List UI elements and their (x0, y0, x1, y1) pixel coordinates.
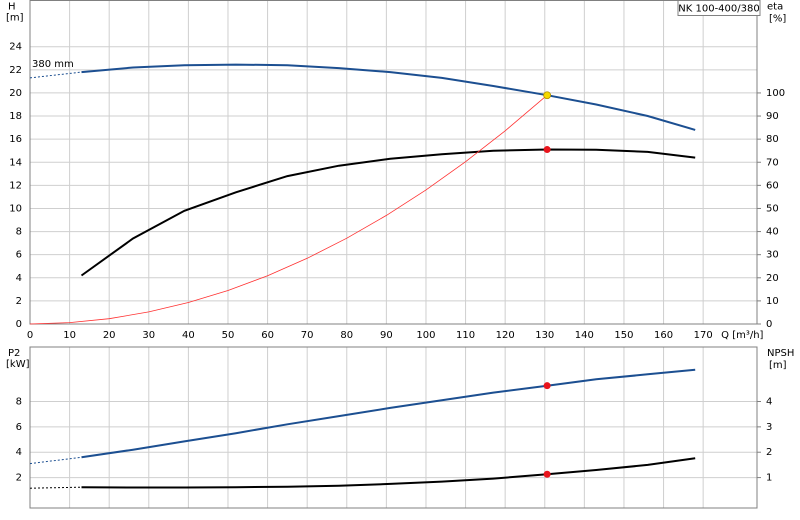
curve (81, 368, 696, 459)
x-tick-label: 170 (694, 330, 713, 341)
y2-tick-label: 50 (766, 203, 779, 214)
title-box (677, 0, 761, 16)
y-tick-label: 10 (9, 203, 22, 214)
x-tick-label: 10 (63, 330, 76, 341)
x-tick-label: 140 (575, 330, 594, 341)
curve (81, 63, 696, 131)
x-tick-label: 100 (416, 330, 435, 341)
plot-frame (29, 346, 758, 509)
y2-tick-label: 0 (766, 319, 772, 330)
x-tick-label: 40 (182, 330, 195, 341)
y2-tick-label: 2 (766, 447, 772, 458)
x-tick-label: 110 (456, 330, 475, 341)
y-tick-label: 24 (9, 42, 22, 53)
duty-point (543, 91, 552, 100)
y-tick-label: 14 (9, 157, 22, 168)
duty-point (543, 146, 551, 154)
plot-frame (29, 0, 758, 325)
x-tick-label: 120 (496, 330, 515, 341)
x-tick-label: 50 (222, 330, 235, 341)
y2-tick-label: 80 (766, 134, 779, 145)
y-tick-label: 8 (16, 397, 22, 408)
y2-tick-label: 10 (766, 296, 779, 307)
x-tick-label: 80 (340, 330, 353, 341)
y-tick-label: 2 (16, 296, 22, 307)
curve-extension (29, 486, 82, 489)
y2-tick-label: 3 (766, 422, 772, 433)
y-tick-label: 20 (9, 88, 22, 99)
curve (81, 457, 696, 489)
y2-tick-label: 20 (766, 273, 779, 284)
curve-label: 380 mm (32, 59, 74, 70)
x-tick-label: 0 (27, 330, 33, 341)
y2-tick-label: 1 (766, 473, 772, 484)
curve-extension (29, 456, 82, 465)
y-axis-label: H (8, 2, 16, 13)
y2-axis-label: NPSH (767, 348, 794, 359)
y2-axis-unit: [m] (769, 360, 787, 371)
x-axis-label: Q [m³/h] (721, 330, 763, 341)
curve-extension (29, 71, 82, 79)
x-tick-label: 150 (614, 330, 633, 341)
y-axis-unit: [m] (6, 13, 24, 24)
y2-tick-label: 60 (766, 180, 779, 191)
x-tick-label: 160 (654, 330, 673, 341)
y-tick-label: 12 (9, 180, 22, 191)
y2-axis-label: eta (767, 2, 783, 13)
x-tick-label: 90 (380, 330, 393, 341)
y-tick-label: 8 (16, 227, 22, 238)
x-tick-label: 60 (261, 330, 274, 341)
curve (29, 94, 548, 325)
duty-point (543, 470, 551, 478)
y-tick-label: 2 (16, 473, 22, 484)
duty-point (543, 382, 551, 390)
x-tick-label: 70 (301, 330, 314, 341)
y2-axis-unit: [%] (769, 14, 786, 25)
y2-tick-label: 30 (766, 250, 779, 261)
y-axis-unit: [kW] (6, 359, 30, 370)
y-tick-label: 4 (16, 273, 22, 284)
y2-tick-label: 70 (766, 157, 779, 168)
y2-tick-label: 4 (766, 397, 772, 408)
y2-tick-label: 100 (766, 88, 785, 99)
y-axis-label: P2 (8, 348, 20, 359)
chart-title: NK 100-400/380 (678, 4, 759, 15)
y-tick-label: 22 (9, 65, 22, 76)
y-tick-label: 6 (16, 250, 22, 261)
y2-tick-label: 90 (766, 111, 779, 122)
x-tick-label: 130 (535, 330, 554, 341)
y2-tick-label: 40 (766, 227, 779, 238)
y-tick-label: 4 (16, 447, 22, 458)
y-tick-label: 0 (16, 319, 22, 330)
y-tick-label: 18 (9, 111, 22, 122)
x-tick-label: 30 (142, 330, 155, 341)
y-tick-label: 16 (9, 134, 22, 145)
curve (80, 148, 696, 277)
x-tick-label: 20 (103, 330, 116, 341)
y-tick-label: 6 (16, 422, 22, 433)
